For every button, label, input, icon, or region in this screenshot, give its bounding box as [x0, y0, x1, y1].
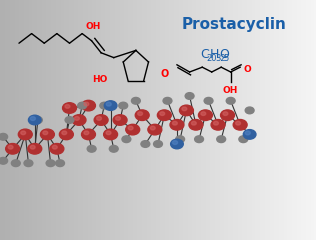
Circle shape	[6, 144, 20, 154]
Text: OH: OH	[223, 86, 238, 96]
Circle shape	[11, 160, 20, 167]
Circle shape	[59, 129, 73, 140]
Circle shape	[204, 97, 213, 104]
Circle shape	[154, 141, 162, 147]
Circle shape	[82, 100, 95, 111]
Circle shape	[191, 121, 196, 125]
Circle shape	[214, 121, 218, 125]
Circle shape	[182, 107, 187, 111]
Circle shape	[239, 136, 248, 143]
Circle shape	[189, 120, 203, 130]
Circle shape	[126, 124, 140, 135]
Circle shape	[106, 102, 111, 106]
Circle shape	[63, 103, 76, 113]
Text: O: O	[220, 48, 229, 61]
Circle shape	[104, 129, 118, 140]
Circle shape	[226, 97, 235, 104]
Circle shape	[104, 101, 117, 110]
Circle shape	[30, 145, 35, 149]
Circle shape	[52, 145, 57, 149]
Circle shape	[243, 130, 256, 139]
Circle shape	[21, 131, 26, 135]
Text: HO: HO	[92, 75, 107, 84]
Circle shape	[171, 139, 183, 149]
Text: 20: 20	[206, 54, 216, 63]
Circle shape	[221, 110, 234, 120]
Text: O: O	[160, 69, 168, 79]
Circle shape	[75, 117, 79, 120]
Circle shape	[160, 112, 165, 115]
Circle shape	[245, 107, 254, 114]
Circle shape	[141, 141, 150, 147]
Circle shape	[24, 160, 33, 167]
Circle shape	[148, 124, 162, 135]
Circle shape	[128, 126, 133, 130]
Circle shape	[84, 102, 89, 106]
Circle shape	[65, 117, 74, 123]
Circle shape	[138, 112, 143, 115]
Circle shape	[84, 131, 89, 135]
Circle shape	[28, 115, 41, 125]
Circle shape	[223, 112, 228, 115]
Circle shape	[8, 145, 13, 149]
Circle shape	[97, 117, 101, 120]
Circle shape	[18, 129, 32, 140]
Circle shape	[135, 110, 149, 120]
Circle shape	[236, 121, 240, 125]
Circle shape	[195, 136, 204, 143]
Text: O: O	[243, 65, 251, 74]
Circle shape	[170, 120, 184, 130]
Circle shape	[30, 117, 35, 120]
Circle shape	[87, 145, 96, 152]
Circle shape	[50, 144, 64, 154]
Circle shape	[173, 141, 178, 144]
Circle shape	[201, 112, 206, 115]
Circle shape	[116, 117, 120, 120]
Circle shape	[0, 157, 8, 164]
Text: OH: OH	[85, 22, 101, 31]
Circle shape	[106, 131, 111, 135]
Circle shape	[245, 131, 250, 135]
Circle shape	[179, 105, 193, 116]
Circle shape	[131, 97, 140, 104]
Circle shape	[56, 160, 64, 167]
Circle shape	[33, 117, 42, 123]
Circle shape	[176, 136, 185, 143]
Circle shape	[46, 160, 55, 167]
Circle shape	[43, 131, 48, 135]
Circle shape	[28, 144, 42, 154]
Circle shape	[78, 102, 87, 109]
Circle shape	[94, 115, 108, 125]
Circle shape	[100, 102, 109, 109]
Text: 32: 32	[215, 54, 226, 63]
Text: C: C	[201, 48, 210, 61]
Circle shape	[233, 120, 247, 130]
Circle shape	[122, 136, 131, 143]
Circle shape	[62, 131, 67, 135]
Circle shape	[150, 126, 155, 130]
Circle shape	[157, 110, 171, 120]
Circle shape	[185, 93, 194, 99]
Circle shape	[217, 136, 226, 143]
Circle shape	[113, 115, 127, 125]
Circle shape	[119, 102, 128, 109]
Circle shape	[163, 97, 172, 104]
Text: H: H	[210, 48, 220, 61]
Circle shape	[173, 121, 177, 125]
Circle shape	[82, 129, 95, 140]
Circle shape	[109, 145, 118, 152]
Text: 5: 5	[224, 54, 229, 63]
Circle shape	[65, 105, 70, 108]
Text: Prostacyclin: Prostacyclin	[181, 17, 286, 32]
Circle shape	[72, 115, 86, 125]
Circle shape	[0, 133, 8, 140]
Circle shape	[211, 120, 225, 130]
Circle shape	[40, 129, 54, 140]
Circle shape	[198, 110, 212, 120]
